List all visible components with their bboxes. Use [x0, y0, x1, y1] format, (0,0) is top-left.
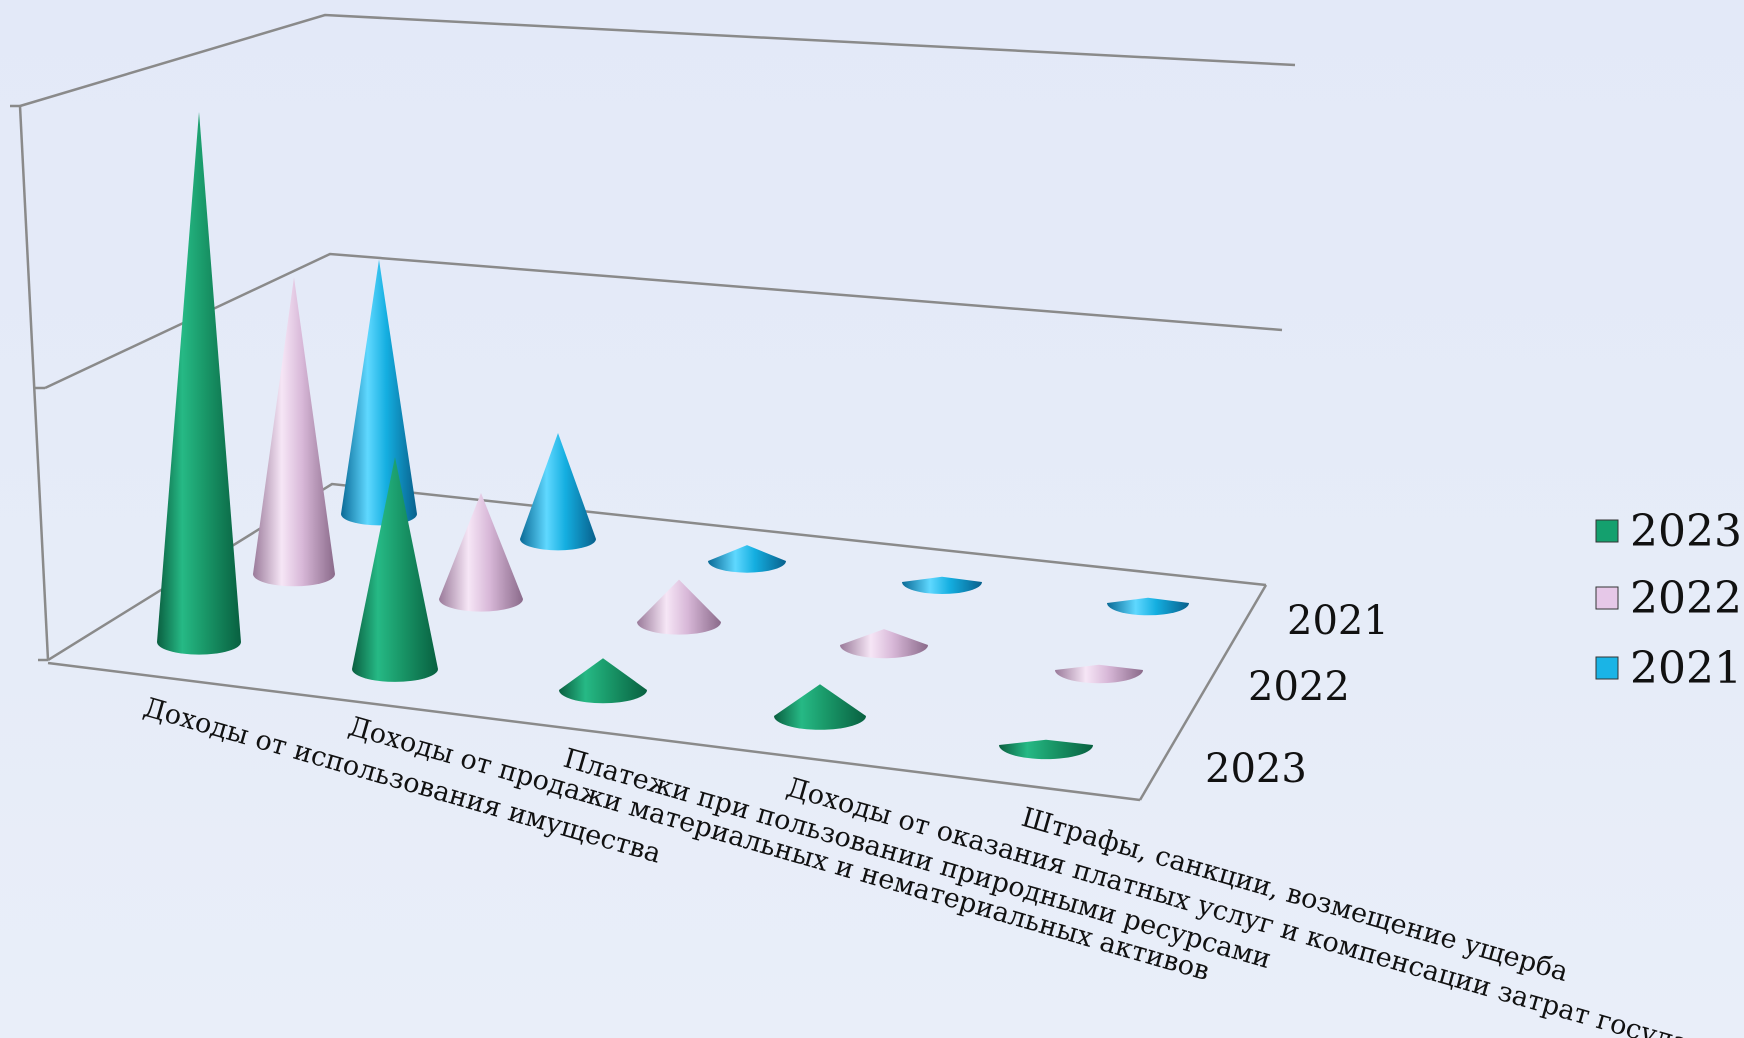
cone-body: [520, 433, 596, 551]
cone-body: [157, 112, 241, 655]
cone-2021-4: [902, 576, 982, 594]
cone-2021-2: [520, 433, 596, 551]
cone-2023-3: [559, 658, 647, 704]
legend-swatch-2021: [1595, 656, 1619, 680]
depth-axis: [1138, 584, 1268, 801]
cone-body: [637, 579, 721, 635]
cone-2023-2: [352, 457, 438, 682]
cone-body: [840, 629, 928, 659]
legend-swatch-2022: [1595, 586, 1619, 610]
cone-body: [999, 739, 1093, 760]
cone-2023-4: [774, 684, 866, 730]
cone-2022-3: [637, 579, 721, 635]
legend-swatch-2023: [1595, 519, 1619, 543]
cone-body: [902, 576, 982, 594]
depth-label-2023: 2023: [1205, 746, 1307, 792]
cones-layer: [157, 112, 1189, 760]
cone-2023-1: [157, 112, 241, 655]
cone-2022-2: [439, 493, 523, 612]
legend-label-2023: 2023: [1630, 506, 1742, 557]
back-wall-top-edge: [19, 13, 1296, 108]
x-axis-front-edge: [47, 661, 1141, 802]
cone-body: [559, 658, 647, 704]
cone-body: [1055, 664, 1143, 684]
axis-frame: [10, 13, 1296, 802]
cone-2022-1: [253, 277, 335, 587]
cone-2021-5: [1107, 597, 1189, 616]
cone-body: [253, 277, 335, 587]
cone-body: [439, 493, 523, 612]
category-labels: Доходы от использования имуществаДоходы …: [140, 692, 1744, 1038]
floor-back-edge: [47, 482, 1267, 662]
cone-body: [341, 259, 417, 526]
cone-2021-3: [708, 545, 786, 573]
legend: 2023 2022 2021: [1595, 506, 1742, 694]
cone-2022-5: [1055, 664, 1143, 684]
depth-series-labels: 2021 2022 2023: [1205, 598, 1389, 792]
depth-label-2021: 2021: [1287, 598, 1389, 644]
cone-2021-1: [341, 259, 417, 526]
cone-body: [352, 457, 438, 682]
cone-body: [1107, 597, 1189, 616]
left-vertical-axis: [18, 105, 50, 661]
depth-label-2022: 2022: [1248, 664, 1350, 710]
cone-body: [708, 545, 786, 573]
cone-2022-4: [840, 629, 928, 659]
legend-label-2021: 2021: [1630, 643, 1742, 694]
gridline-middle: [44, 252, 1283, 390]
cone-body: [774, 684, 866, 730]
cone-2023-5: [999, 739, 1093, 760]
legend-label-2022: 2022: [1630, 573, 1742, 624]
